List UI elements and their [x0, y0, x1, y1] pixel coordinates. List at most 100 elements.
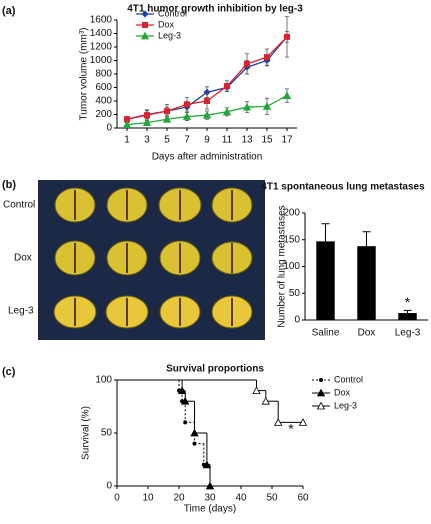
- data-point: [124, 116, 130, 123]
- data-point: [262, 102, 272, 110]
- data-point: [184, 101, 190, 108]
- data-point: [204, 98, 210, 104]
- x-tick-label: 20: [173, 493, 185, 504]
- y-tick-label: 200: [95, 109, 112, 120]
- legend-marker: [316, 388, 326, 397]
- x-tick-label: 3: [144, 135, 150, 146]
- data-point: [222, 107, 232, 116]
- y-tick-label: 1400: [90, 28, 113, 39]
- data-point: [282, 91, 292, 99]
- data-point: [298, 418, 308, 426]
- data-point: [202, 460, 212, 469]
- x-tick-label: 13: [241, 135, 253, 146]
- data-point: [192, 441, 197, 446]
- y-axis-label: Survival (%): [81, 406, 92, 460]
- x-tick-label: 1: [124, 135, 130, 146]
- error-bar: [362, 231, 371, 247]
- y-tick-label: 400: [95, 96, 112, 107]
- data-point: [164, 108, 170, 115]
- x-tick-label: 30: [204, 493, 216, 504]
- y-tick-label: 100: [283, 261, 300, 272]
- legend-label: Control: [334, 374, 363, 384]
- error-bar: [321, 223, 330, 242]
- y-tick-label: 0: [106, 123, 112, 134]
- data-point: [162, 114, 172, 123]
- y-tick-label: 0: [106, 481, 112, 492]
- bar: [316, 241, 335, 320]
- chart-title: 4T1 humor growth inhibition by leg-3: [127, 4, 303, 15]
- x-tick-label: 60: [297, 493, 309, 504]
- annotation: *: [288, 421, 294, 437]
- y-tick-label: 100: [95, 375, 112, 386]
- data-point: [244, 60, 250, 67]
- data-point: [182, 112, 192, 120]
- y-tick-label: 800: [95, 69, 112, 80]
- x-tick-label: Saline: [312, 328, 340, 339]
- x-tick-label: 17: [281, 135, 293, 146]
- y-tick-label: 0: [294, 315, 300, 326]
- y-tick-label: 50: [289, 288, 301, 299]
- data-point: [122, 120, 132, 129]
- data-point: [242, 102, 252, 111]
- legend-label: Leg-3: [334, 400, 357, 410]
- x-tick-label: 0: [114, 493, 120, 504]
- row-label: Control: [3, 200, 35, 211]
- x-tick-label: 15: [261, 135, 273, 146]
- data-point: [202, 110, 212, 119]
- y-tick-label: 1200: [90, 42, 113, 53]
- chart-title: Survival proportions: [166, 364, 264, 375]
- data-point: [252, 386, 261, 394]
- panel-label: (b): [2, 179, 16, 191]
- data-point: [181, 396, 190, 405]
- x-tick-label: 10: [142, 493, 154, 504]
- data-point: [183, 420, 188, 425]
- panel-label: (a): [2, 5, 16, 17]
- x-tick-label: 7: [184, 135, 190, 146]
- x-tick-label: 11: [222, 135, 233, 146]
- row-label: Dox: [14, 253, 32, 264]
- data-point: [205, 481, 215, 490]
- error-bar: [403, 309, 412, 314]
- data-point: [224, 83, 230, 90]
- lung-photo: [38, 180, 265, 340]
- data-point: [284, 33, 290, 40]
- x-tick-label: 40: [235, 493, 247, 504]
- data-point: [274, 418, 283, 426]
- data-point: [144, 112, 150, 119]
- legend-marker: [142, 22, 148, 28]
- data-point: [142, 118, 152, 126]
- y-tick-label: 50: [101, 428, 113, 439]
- bar: [398, 313, 417, 320]
- data-point: [264, 54, 270, 61]
- legend-label: Leg-3: [158, 30, 181, 40]
- legend-marker: [140, 31, 150, 40]
- data-point: [190, 428, 199, 437]
- x-tick-label: Leg-3: [395, 328, 421, 339]
- y-tick-label: 150: [283, 234, 300, 245]
- y-tick-label: 1000: [90, 55, 113, 66]
- legend-label: Dox: [334, 387, 351, 397]
- x-tick-label: 50: [266, 493, 278, 504]
- x-axis-label: Days after administration: [152, 152, 263, 163]
- panel-label: (c): [2, 366, 16, 378]
- y-tick-label: 200: [283, 208, 300, 219]
- x-axis-label: Time (days): [184, 504, 236, 515]
- x-tick-label: 5: [164, 135, 170, 146]
- row-label: Leg-3: [8, 306, 34, 317]
- data-point: [177, 386, 187, 394]
- data-point: [203, 88, 211, 96]
- y-tick-label: 600: [95, 82, 112, 93]
- annotation: *: [405, 294, 411, 310]
- data-point: [261, 396, 270, 405]
- y-tick-label: 1600: [90, 15, 113, 26]
- x-tick-label: Dox: [358, 328, 376, 339]
- y-axis-label: Tumor volume (mm³): [79, 28, 90, 121]
- bar: [357, 246, 376, 320]
- legend-label: Control: [158, 8, 187, 18]
- x-tick-label: 9: [204, 135, 210, 146]
- y-axis-label: Number of lung metastases: [277, 205, 288, 327]
- legend-label: Dox: [158, 19, 175, 29]
- legend-marker: [316, 401, 326, 410]
- chart-title: 4T1 spontaneous lung metastases: [261, 182, 425, 193]
